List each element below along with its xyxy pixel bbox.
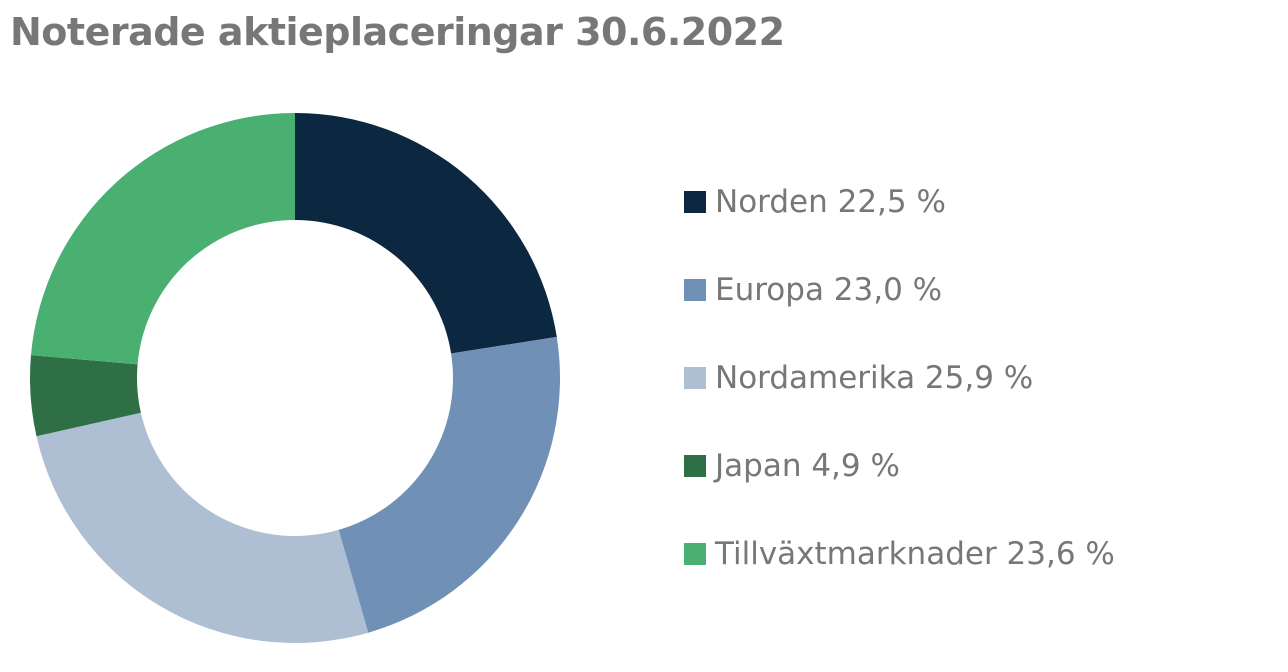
legend-swatch: [684, 543, 706, 565]
legend-label: Nordamerika 25,9 %: [715, 360, 1034, 396]
legend-item-tillväxtmarknader: Tillväxtmarknader 23,6 %: [684, 532, 1115, 576]
legend-label: Norden 22,5 %: [715, 184, 946, 220]
legend-swatch: [684, 367, 706, 389]
legend-label: Tillväxtmarknader 23,6 %: [715, 536, 1115, 572]
legend-label: Europa 23,0 %: [715, 272, 943, 308]
donut-slice-nordamerika: [36, 412, 369, 643]
legend-swatch: [684, 455, 706, 477]
legend-swatch: [684, 279, 706, 301]
legend: Norden 22,5 % Europa 23,0 % Nordamerika 25…: [684, 180, 1115, 620]
legend-item-nordamerika: Nordamerika 25,9 %: [684, 356, 1115, 400]
chart-title: Noterade aktieplaceringar 30.6.2022: [10, 10, 785, 54]
donut-slice-tillväxtmarknader: [30, 112, 296, 365]
legend-item-europa: Europa 23,0 %: [684, 268, 1115, 312]
donut-slices: [30, 112, 561, 643]
legend-label: Japan 4,9 %: [715, 448, 900, 484]
donut-slice-europa: [338, 336, 561, 633]
legend-item-japan: Japan 4,9 %: [684, 444, 1115, 488]
donut-slice-norden: [295, 113, 557, 354]
legend-item-norden: Norden 22,5 %: [684, 180, 1115, 224]
legend-swatch: [684, 191, 706, 213]
donut-slice-japan: [30, 355, 141, 437]
